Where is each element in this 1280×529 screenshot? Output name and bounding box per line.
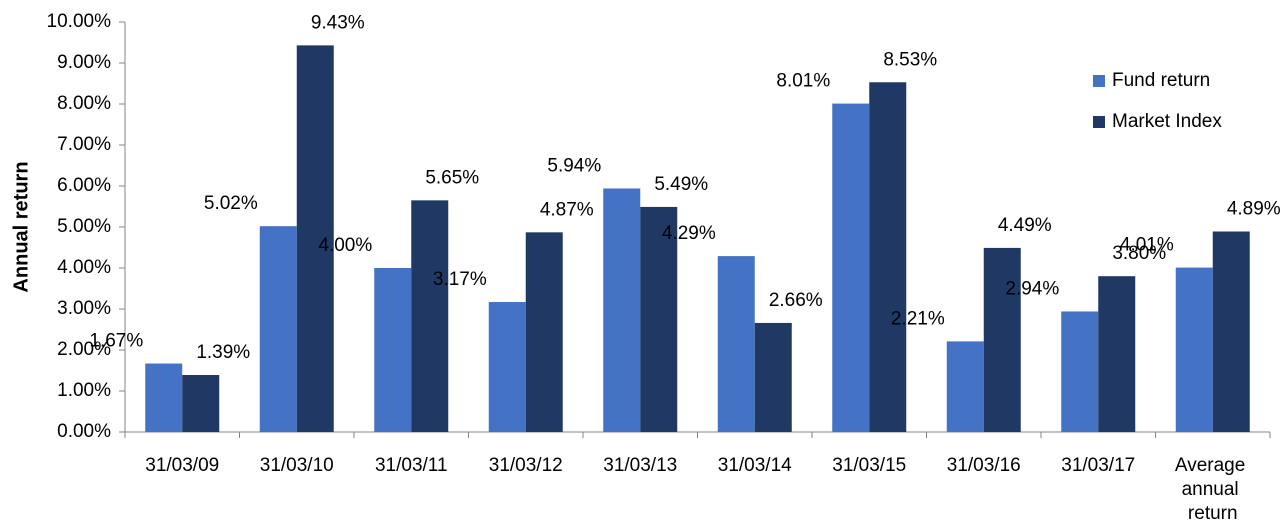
data-label: 4.00% bbox=[318, 235, 372, 256]
x-tick-label: 31/03/15 bbox=[832, 455, 906, 476]
bar bbox=[869, 82, 907, 433]
legend-label: Market Index bbox=[1112, 111, 1222, 132]
data-label: 4.01% bbox=[1120, 235, 1174, 256]
data-label: 4.29% bbox=[662, 223, 716, 244]
bar bbox=[603, 188, 641, 432]
data-label: 5.02% bbox=[204, 193, 258, 214]
data-label: 8.01% bbox=[776, 71, 830, 92]
y-tick-label: 3.00% bbox=[57, 298, 111, 319]
legend-swatch bbox=[1093, 116, 1105, 128]
bar bbox=[411, 200, 449, 432]
data-label: 9.43% bbox=[311, 12, 365, 33]
bar bbox=[946, 341, 984, 432]
bar bbox=[488, 302, 526, 432]
legend-label: Fund return bbox=[1112, 70, 1210, 91]
y-tick-label: 8.00% bbox=[57, 93, 111, 114]
bar bbox=[1098, 276, 1136, 432]
legend-swatch bbox=[1093, 75, 1105, 87]
data-label: 2.21% bbox=[891, 308, 945, 329]
data-label: 2.66% bbox=[769, 290, 823, 311]
bar bbox=[754, 322, 792, 432]
x-tick-label: 31/03/17 bbox=[1061, 455, 1135, 476]
x-tick-label: 31/03/11 bbox=[375, 455, 448, 476]
y-tick-label: 10.00% bbox=[47, 11, 112, 32]
x-tick-label: 31/03/14 bbox=[718, 455, 792, 476]
data-label: 8.53% bbox=[883, 49, 937, 70]
x-tick-label: 31/03/10 bbox=[260, 455, 334, 476]
y-tick-label: 7.00% bbox=[57, 134, 111, 155]
data-label: 4.49% bbox=[998, 215, 1052, 236]
label-line: Average bbox=[1175, 455, 1251, 476]
bar bbox=[640, 206, 678, 432]
y-tick-label: 5.00% bbox=[57, 216, 111, 237]
y-tick-label: 2.00% bbox=[57, 339, 111, 360]
bar bbox=[259, 226, 297, 432]
bar bbox=[1061, 311, 1099, 432]
y-tick-label: 4.00% bbox=[57, 257, 111, 278]
data-label: 3.17% bbox=[433, 269, 487, 290]
bar bbox=[374, 268, 412, 432]
data-label: 4.87% bbox=[540, 199, 594, 220]
y-tick-label: 9.00% bbox=[57, 52, 111, 73]
data-label: 1.39% bbox=[196, 342, 250, 363]
bar bbox=[1212, 231, 1250, 432]
bar bbox=[1175, 267, 1213, 432]
bar bbox=[182, 375, 220, 432]
data-label: 5.49% bbox=[654, 174, 708, 195]
y-tick-label: 6.00% bbox=[57, 175, 111, 196]
bar bbox=[525, 232, 563, 432]
x-tick-label: Average annual return bbox=[1175, 455, 1251, 524]
y-tick-label: 1.00% bbox=[57, 380, 111, 401]
data-label: 3.80% bbox=[1112, 243, 1166, 264]
y-tick-label: 0.00% bbox=[57, 421, 111, 442]
x-tick-label: 31/03/09 bbox=[145, 455, 219, 476]
x-tick-label: 31/03/13 bbox=[603, 455, 677, 476]
data-label: 5.65% bbox=[425, 167, 479, 188]
label-line: return bbox=[1188, 503, 1238, 524]
data-label: 5.94% bbox=[547, 155, 601, 176]
data-label: 1.67% bbox=[89, 331, 143, 352]
bar bbox=[145, 363, 183, 432]
y-axis-title: Annual return bbox=[10, 161, 32, 292]
x-tick-label: 31/03/12 bbox=[489, 455, 563, 476]
bar bbox=[983, 247, 1021, 432]
data-label: 2.94% bbox=[1005, 278, 1059, 299]
data-label: 4.89% bbox=[1227, 199, 1280, 220]
label-line: annual bbox=[1182, 479, 1244, 500]
x-tick-label: 31/03/16 bbox=[947, 455, 1021, 476]
bar bbox=[296, 45, 334, 433]
bar bbox=[832, 103, 870, 432]
bar bbox=[717, 256, 755, 432]
